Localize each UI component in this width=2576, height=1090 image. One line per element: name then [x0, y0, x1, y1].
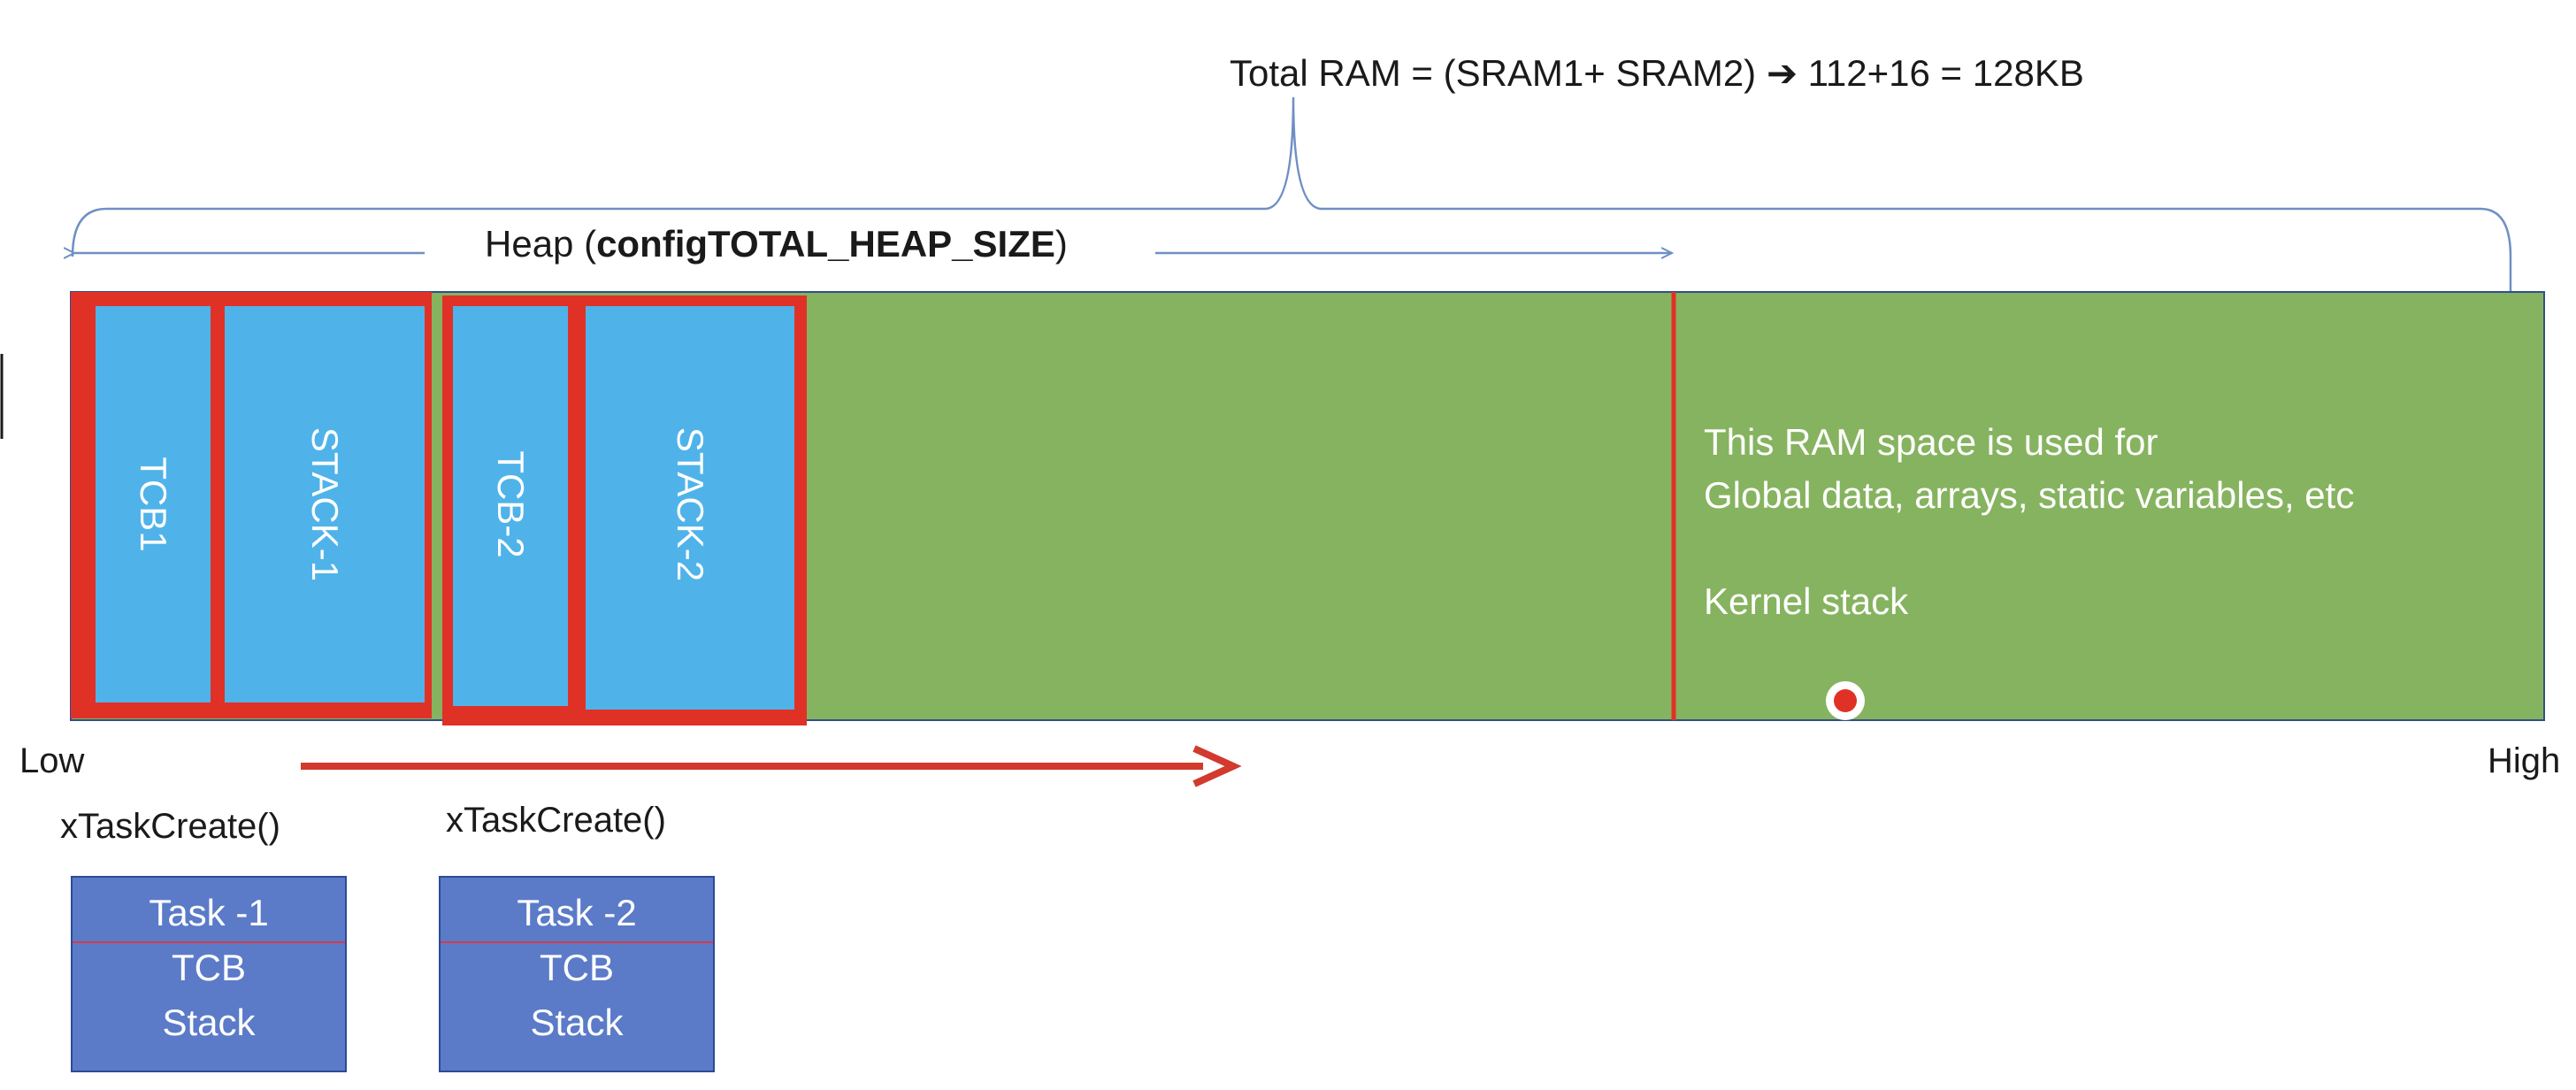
total-ram-bracket [71, 96, 2512, 317]
total-ram-title: Total RAM = (SRAM1+ SRAM2) ➔ 112+16 = 12… [1230, 52, 2084, 94]
tcb1-label: TCB1 [133, 457, 174, 552]
ram-note-kernel-stack: Kernel stack [1704, 580, 1909, 622]
heap-suffix: ) [1054, 223, 1068, 265]
task2-name: Task -2 [517, 892, 637, 933]
task2-tcb: TCB [540, 947, 614, 988]
ram-note-line2: Global data, arrays, static variables, e… [1704, 474, 2355, 516]
stack1-label: STACK-1 [304, 426, 346, 582]
tcb1-block [96, 306, 211, 702]
heap-config-name: configTOTAL_HEAP_SIZE [596, 223, 1055, 265]
ram-note-line1: This RAM space is used for [1704, 421, 2158, 463]
task1-stack: Stack [162, 1002, 256, 1043]
high-address-label: High [2488, 741, 2561, 780]
heap-prefix: Heap ( [485, 223, 597, 265]
task1-name: Task -1 [149, 892, 269, 933]
tcb2-label: TCB-2 [490, 450, 532, 558]
xtaskcreate-call-1: xTaskCreate() [60, 807, 280, 846]
stack1-block [225, 306, 425, 702]
stack2-block [586, 306, 794, 710]
task1-tcb: TCB [172, 947, 246, 988]
xtaskcreate-call-2: xTaskCreate() [446, 801, 666, 840]
heap-label: Heap (configTOTAL_HEAP_SIZE) [485, 223, 1068, 265]
task1-box: Task -1 TCB Stack [71, 876, 347, 1072]
stack2-label: STACK-2 [670, 426, 711, 582]
tcb2-block [453, 306, 568, 706]
low-address-label: Low [19, 741, 85, 780]
task2-box: Task -2 TCB Stack [439, 876, 715, 1072]
task2-stack: Stack [530, 1002, 624, 1043]
